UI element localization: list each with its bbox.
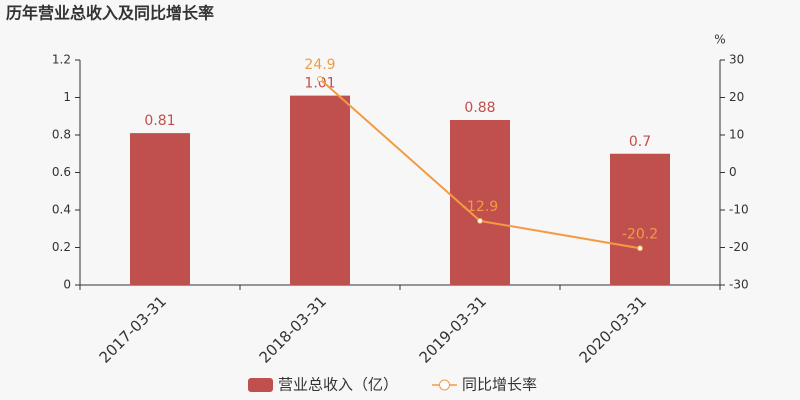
y2-tick-label: 0 xyxy=(729,165,737,179)
line-value-label: -12.9 xyxy=(462,199,498,215)
bar-value-label: 1.01 xyxy=(304,76,335,92)
y2-axis-unit: % xyxy=(714,33,725,47)
legend-label: 同比增长率 xyxy=(462,376,537,394)
legend-swatch xyxy=(248,378,273,392)
y-tick-label: 0.6 xyxy=(52,165,71,179)
y2-tick-label: 10 xyxy=(729,128,744,142)
y2-tick-label: 30 xyxy=(729,53,744,67)
y2-tick-label: 20 xyxy=(729,90,744,104)
y-tick-label: 0.2 xyxy=(52,240,71,254)
bar xyxy=(610,153,670,285)
line-point xyxy=(317,76,323,83)
y-tick-label: 1.2 xyxy=(52,53,71,67)
bar-value-label: 0.81 xyxy=(144,113,175,129)
legend-label: 营业总收入（亿） xyxy=(278,376,398,394)
y2-tick-label: -20 xyxy=(729,240,749,254)
bar xyxy=(130,133,190,285)
bar-value-label: 0.88 xyxy=(464,100,495,116)
y2-tick-label: -30 xyxy=(729,278,749,292)
legend-swatch xyxy=(439,379,450,391)
line-value-label: 24.9 xyxy=(304,57,335,73)
line-point xyxy=(637,245,643,252)
line-point xyxy=(477,217,483,224)
y-tick-label: 0.4 xyxy=(52,203,71,217)
y-tick-label: 1 xyxy=(63,90,71,104)
bar-value-label: 0.7 xyxy=(629,134,651,150)
bar xyxy=(290,95,350,285)
y2-tick-label: -10 xyxy=(729,203,749,217)
chart-title: 历年营业总收入及同比增长率 xyxy=(6,4,214,23)
y-tick-label: 0 xyxy=(63,278,71,292)
line-value-label: -20.2 xyxy=(622,226,658,242)
y-tick-label: 0.8 xyxy=(52,128,71,142)
